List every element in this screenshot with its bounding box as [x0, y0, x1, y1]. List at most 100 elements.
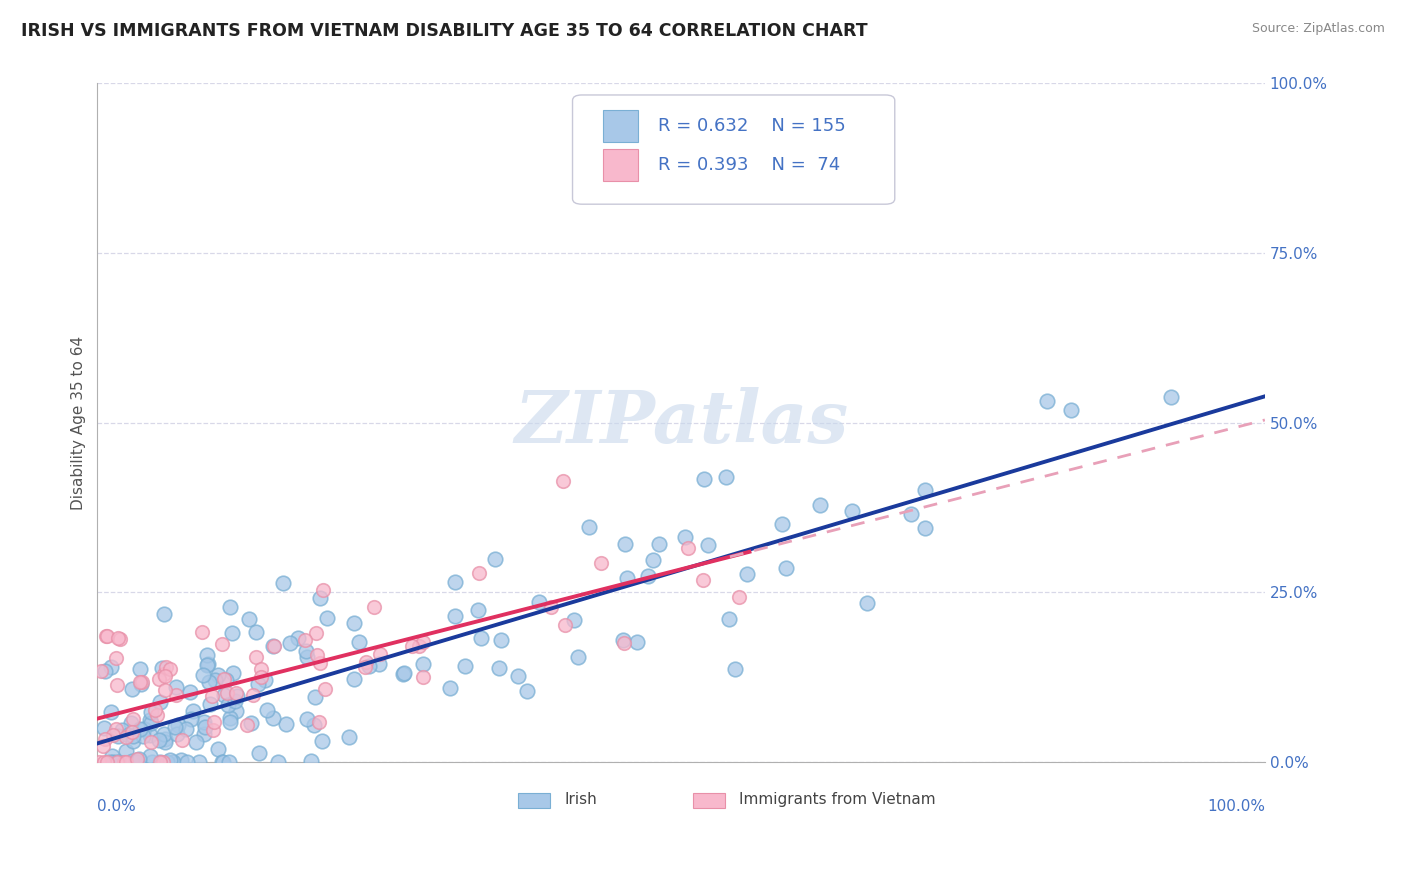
Point: [516, 684, 538, 698]
Point: [271, 576, 294, 591]
Point: [212, 688, 235, 702]
Point: [262, 711, 284, 725]
Point: [139, 749, 162, 764]
Point: [202, 723, 225, 738]
Point: [412, 670, 434, 684]
Point: [104, 722, 127, 736]
Point: [343, 672, 366, 686]
Point: [176, 722, 198, 736]
Point: [170, 753, 193, 767]
Point: [1059, 403, 1081, 417]
Text: 100.0%: 100.0%: [1206, 799, 1265, 814]
Point: [468, 566, 491, 581]
Text: 0.0%: 0.0%: [97, 799, 136, 814]
Point: [242, 688, 264, 702]
Point: [1036, 393, 1059, 408]
Point: [141, 755, 163, 769]
Point: [312, 583, 335, 598]
Point: [148, 672, 170, 686]
Point: [107, 729, 129, 743]
Point: [104, 651, 127, 665]
Point: [240, 716, 263, 731]
Point: [250, 670, 273, 684]
Point: [314, 681, 336, 696]
Point: [87, 755, 110, 769]
Point: [190, 625, 212, 640]
Point: [613, 636, 636, 650]
Point: [221, 666, 243, 681]
Point: [152, 666, 174, 681]
Point: [198, 675, 221, 690]
Point: [304, 690, 326, 704]
Point: [100, 755, 122, 769]
Point: [159, 753, 181, 767]
Point: [444, 609, 467, 624]
Point: [215, 686, 238, 700]
Point: [225, 704, 247, 718]
Point: [218, 711, 240, 725]
Point: [367, 657, 389, 671]
Point: [101, 755, 124, 769]
Bar: [517, 793, 550, 808]
Point: [195, 657, 218, 672]
Point: [226, 690, 249, 704]
Point: [856, 596, 879, 610]
Point: [641, 552, 664, 566]
Point: [678, 541, 700, 555]
Point: [176, 755, 198, 769]
Point: [294, 644, 316, 658]
Point: [488, 661, 510, 675]
Point: [262, 639, 284, 653]
Point: [263, 639, 285, 653]
Point: [132, 729, 155, 743]
Point: [253, 673, 276, 687]
Point: [218, 600, 240, 615]
Point: [198, 698, 221, 712]
Point: [309, 656, 332, 670]
Point: [529, 595, 551, 609]
Point: [673, 530, 696, 544]
Point: [149, 755, 172, 769]
Point: [187, 755, 209, 769]
Point: [221, 626, 243, 640]
Point: [211, 755, 233, 769]
Text: R = 0.393    N =  74: R = 0.393 N = 74: [658, 156, 839, 174]
Point: [153, 682, 176, 697]
Point: [735, 566, 758, 581]
Point: [589, 556, 612, 570]
Point: [107, 755, 129, 769]
Point: [191, 668, 214, 682]
Point: [193, 715, 215, 730]
Point: [121, 681, 143, 696]
Point: [359, 659, 381, 673]
Point: [149, 695, 172, 709]
Point: [724, 662, 747, 676]
Point: [101, 728, 124, 742]
Point: [637, 569, 659, 583]
Point: [150, 661, 173, 675]
Point: [305, 648, 328, 662]
Point: [93, 731, 115, 746]
Point: [207, 742, 229, 756]
Point: [308, 715, 330, 730]
Point: [129, 662, 152, 676]
Point: [692, 574, 714, 588]
Point: [121, 725, 143, 739]
Point: [204, 673, 226, 688]
Point: [392, 667, 415, 681]
Point: [180, 712, 202, 726]
Point: [107, 632, 129, 646]
Point: [152, 727, 174, 741]
Point: [554, 618, 576, 632]
Point: [100, 748, 122, 763]
Point: [121, 754, 143, 768]
Point: [207, 667, 229, 681]
Point: [343, 616, 366, 631]
Point: [219, 715, 242, 730]
Point: [304, 626, 326, 640]
Point: [626, 634, 648, 648]
Point: [122, 730, 145, 744]
Point: [193, 726, 215, 740]
Point: [125, 755, 148, 769]
Point: [139, 716, 162, 731]
